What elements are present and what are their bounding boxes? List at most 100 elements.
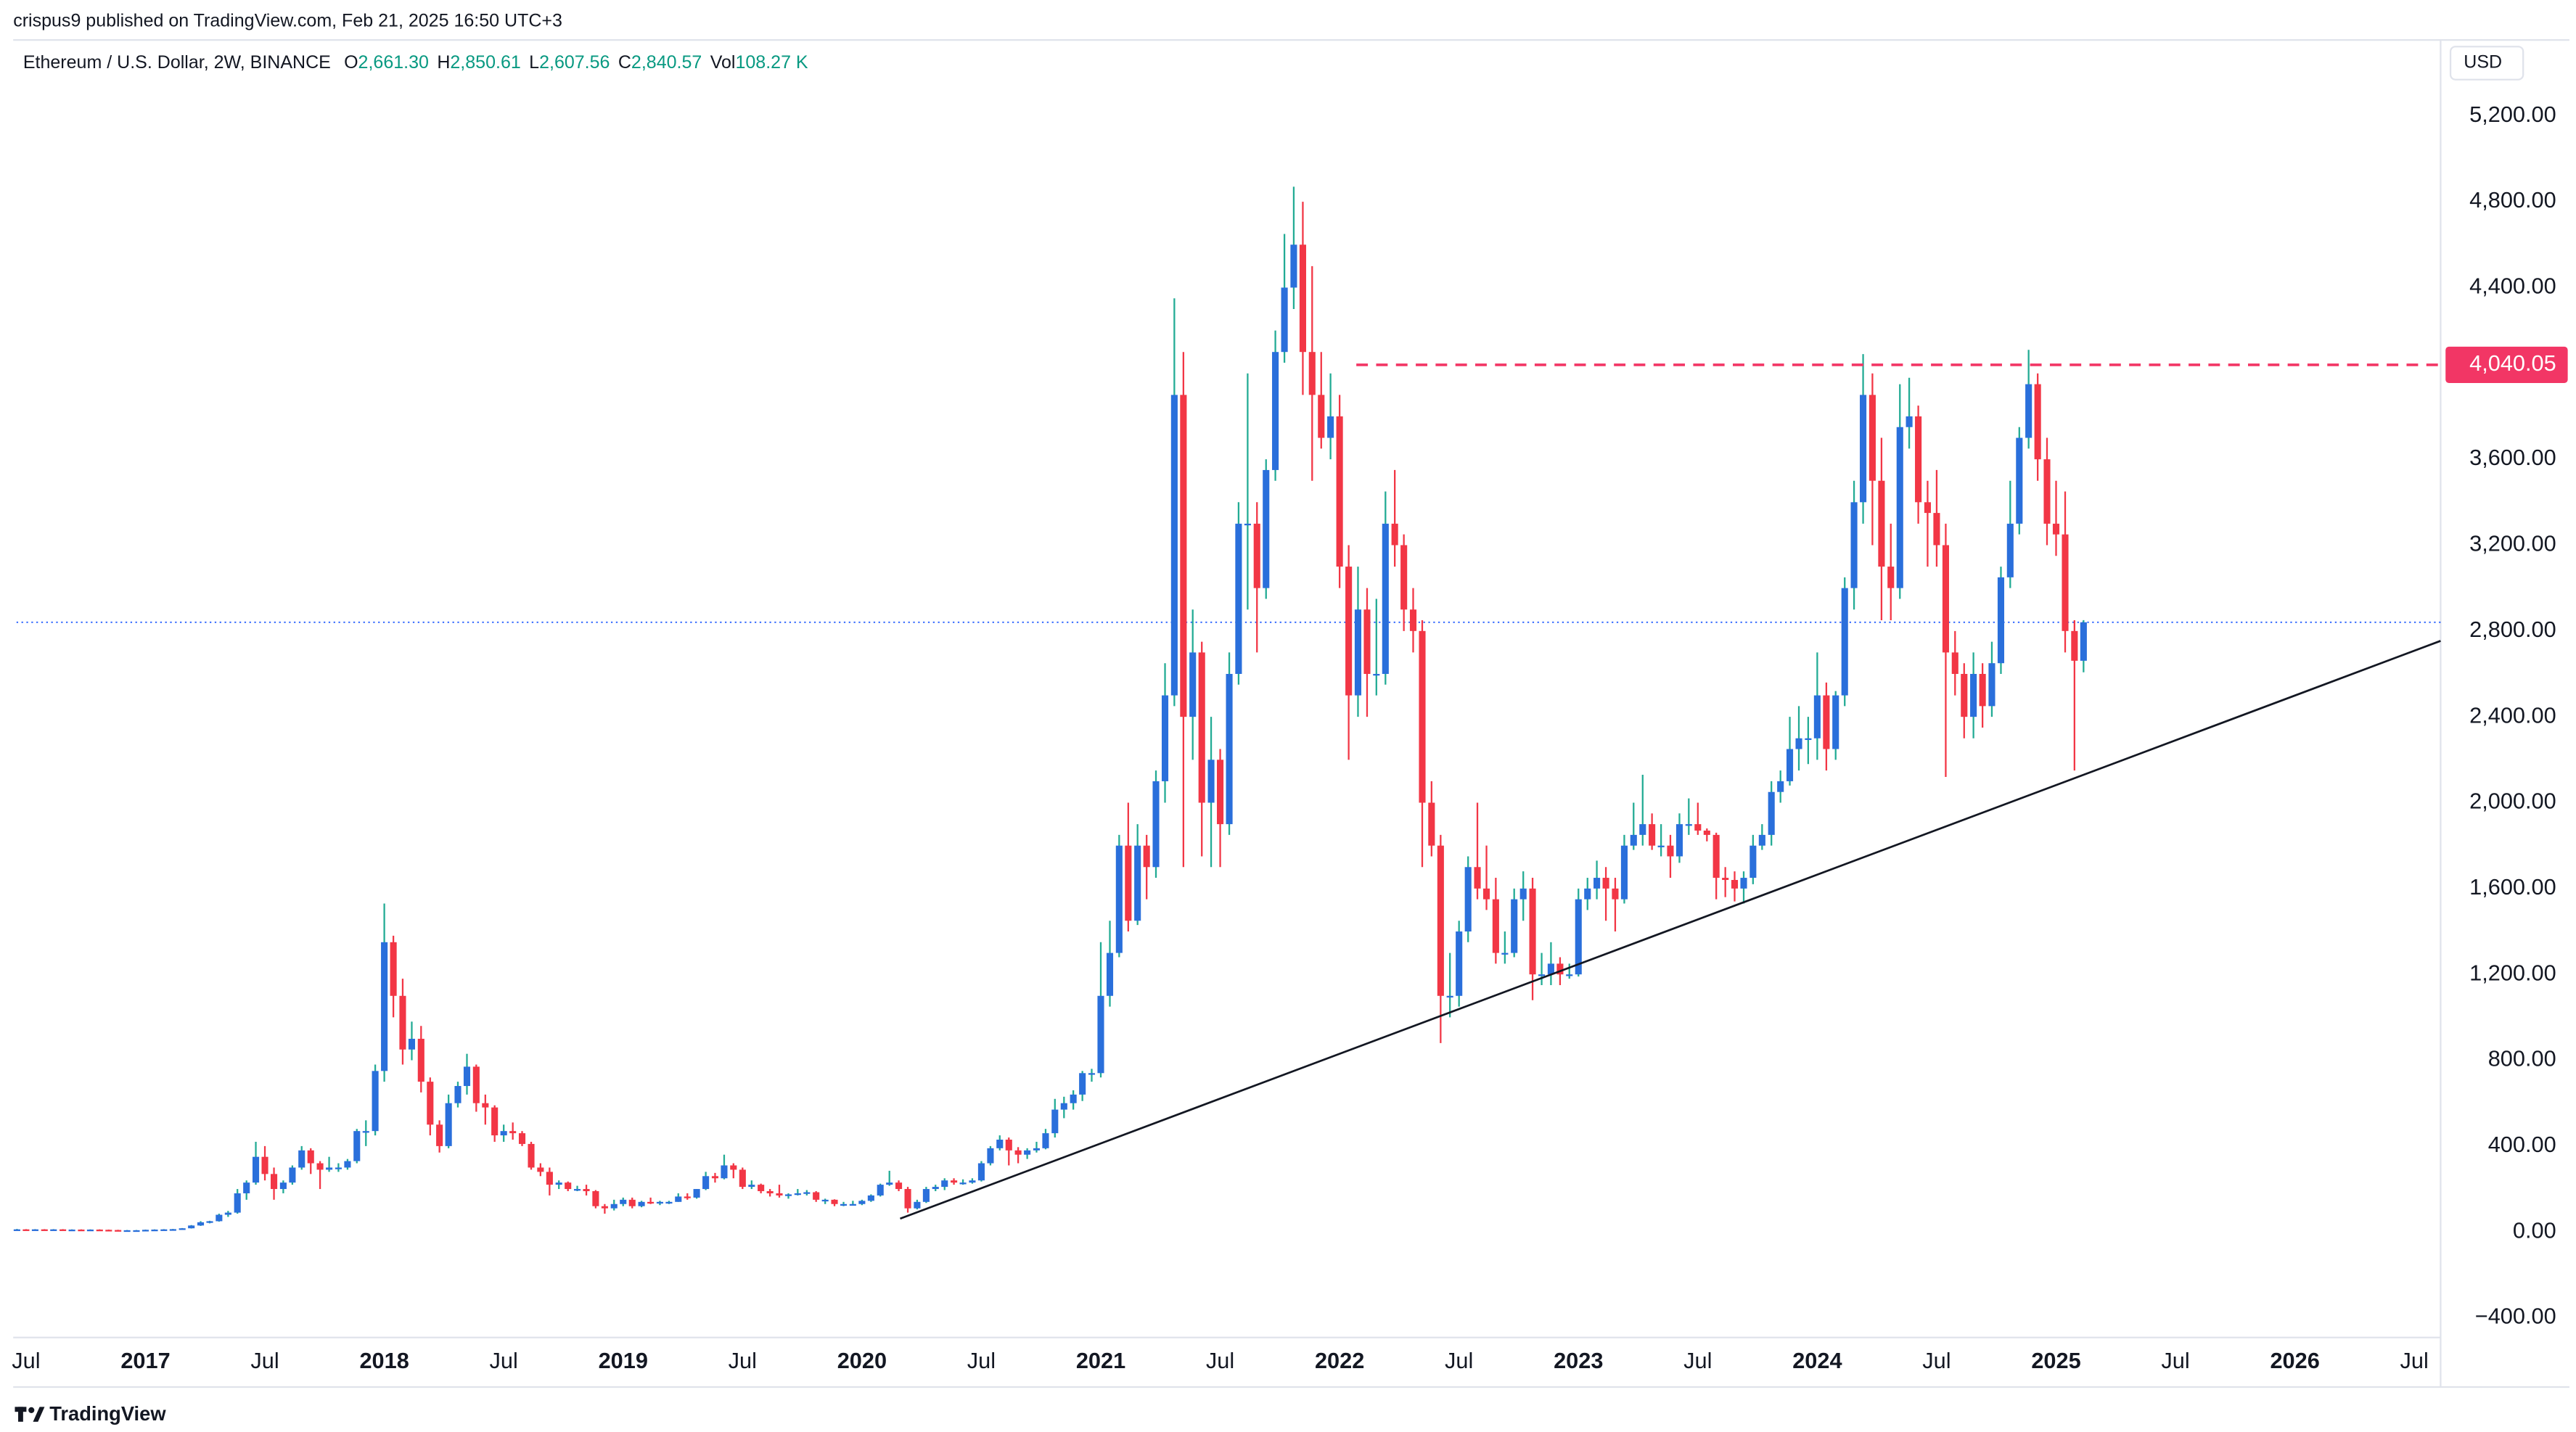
candle-body: [1161, 695, 1169, 781]
candle-body: [1750, 845, 1757, 878]
candle-body: [1042, 1133, 1049, 1148]
candle-body: [1051, 1109, 1059, 1134]
y-tick-label: 1,200.00: [2469, 960, 2556, 985]
candle-body: [1620, 845, 1628, 900]
x-tick-label: 2026: [2270, 1348, 2319, 1373]
candle-body: [693, 1189, 700, 1198]
candle-body: [1134, 845, 1141, 921]
candle-body: [1933, 513, 1940, 546]
candle-body: [1189, 652, 1197, 717]
candle-body: [491, 1107, 499, 1136]
candle-body: [1675, 824, 1683, 857]
candle-body: [68, 1229, 75, 1232]
candle-body: [858, 1201, 866, 1204]
candle-body: [831, 1199, 838, 1204]
x-tick-label: Jul: [1206, 1348, 1234, 1373]
y-tick-label: 0.00: [2513, 1217, 2556, 1243]
candle-body: [1878, 480, 1885, 567]
x-tick-label: Jul: [2400, 1348, 2429, 1373]
candle-body: [1033, 1148, 1041, 1151]
y-tick-label: 3,600.00: [2469, 445, 2556, 470]
candle-body: [721, 1165, 728, 1179]
candle-body: [1263, 469, 1270, 588]
candle-body: [151, 1229, 158, 1232]
candle-body: [353, 1131, 361, 1161]
x-tick-label: 2021: [1076, 1348, 1125, 1373]
candle-body: [216, 1214, 223, 1222]
candle-body: [372, 1071, 379, 1132]
legend-value: 2,840.57: [631, 52, 702, 73]
candle-body: [31, 1229, 38, 1231]
candle-body: [711, 1176, 719, 1179]
candle-body: [399, 995, 406, 1050]
candle-body: [1281, 287, 1288, 353]
x-tick-label: 2023: [1554, 1348, 1603, 1373]
x-tick-label: 2017: [120, 1348, 170, 1373]
candle-body: [601, 1206, 608, 1209]
candle-body: [573, 1189, 581, 1191]
candle-body: [766, 1191, 774, 1193]
candle-body: [96, 1229, 103, 1232]
candle-body: [115, 1230, 122, 1232]
candle-body: [776, 1193, 783, 1196]
x-tick-label: Jul: [1683, 1348, 1712, 1373]
candle-body: [1492, 899, 1499, 953]
candle-body: [1079, 1073, 1086, 1095]
x-tick-label: Jul: [729, 1348, 757, 1373]
candle-body: [1685, 824, 1692, 826]
candle-body: [261, 1156, 268, 1174]
legend-value: 2,661.30: [358, 52, 429, 73]
candle-body: [1988, 663, 1995, 707]
candle-body: [1703, 830, 1710, 835]
candle-body: [914, 1201, 921, 1209]
candle-body: [1373, 673, 1380, 676]
candle-body: [454, 1086, 462, 1103]
legend-key: L: [529, 52, 539, 73]
candle-body: [141, 1230, 149, 1232]
candle-body: [86, 1229, 94, 1232]
candle-body: [1143, 845, 1150, 868]
candle-body: [2062, 534, 2069, 631]
currency-box[interactable]: [2449, 46, 2524, 81]
candle-body: [179, 1228, 186, 1230]
candle-body: [1170, 395, 1178, 696]
resistance-label: 4,040.05: [2469, 350, 2556, 376]
candle-body: [932, 1187, 939, 1190]
legend-value: 108.27 K: [735, 52, 808, 73]
candle-body: [1198, 652, 1205, 803]
candle-body: [279, 1182, 287, 1190]
candle-body: [1226, 673, 1233, 825]
candle-body: [1906, 416, 1913, 427]
x-tick-label: Jul: [12, 1348, 40, 1373]
candle-body: [1327, 416, 1334, 438]
candle-body: [1860, 395, 1867, 503]
candle-body: [1547, 963, 1554, 975]
candle-body: [592, 1191, 599, 1206]
candle-body: [840, 1203, 848, 1206]
candle-body: [784, 1194, 792, 1196]
currency[interactable]: USD: [2464, 52, 2502, 73]
candle-body: [1299, 244, 1306, 353]
candle-body: [1915, 416, 1922, 503]
candle-body: [895, 1182, 903, 1190]
candle-body: [1318, 395, 1325, 438]
candle-body: [1005, 1139, 1012, 1151]
y-tick-label: 4,400.00: [2469, 273, 2556, 299]
symbol: Ethereum / U.S. Dollar, 2W, BINANCE: [23, 52, 331, 73]
candle-body: [289, 1167, 296, 1183]
candle-body: [1419, 630, 1426, 803]
candle-body: [1244, 523, 1251, 526]
candle-body: [1253, 523, 1260, 588]
candle-body: [813, 1192, 820, 1200]
candle-body: [1474, 867, 1481, 889]
candle-body: [987, 1148, 994, 1164]
candle-body: [123, 1230, 131, 1233]
candle-body: [1795, 738, 1802, 749]
candle-body: [2043, 459, 2051, 524]
candle-body: [1896, 427, 1903, 588]
candle-body: [1308, 352, 1316, 395]
candle-body: [252, 1156, 260, 1183]
candle-body: [867, 1195, 874, 1201]
candle-body: [555, 1182, 562, 1185]
candle-body: [1336, 416, 1343, 567]
